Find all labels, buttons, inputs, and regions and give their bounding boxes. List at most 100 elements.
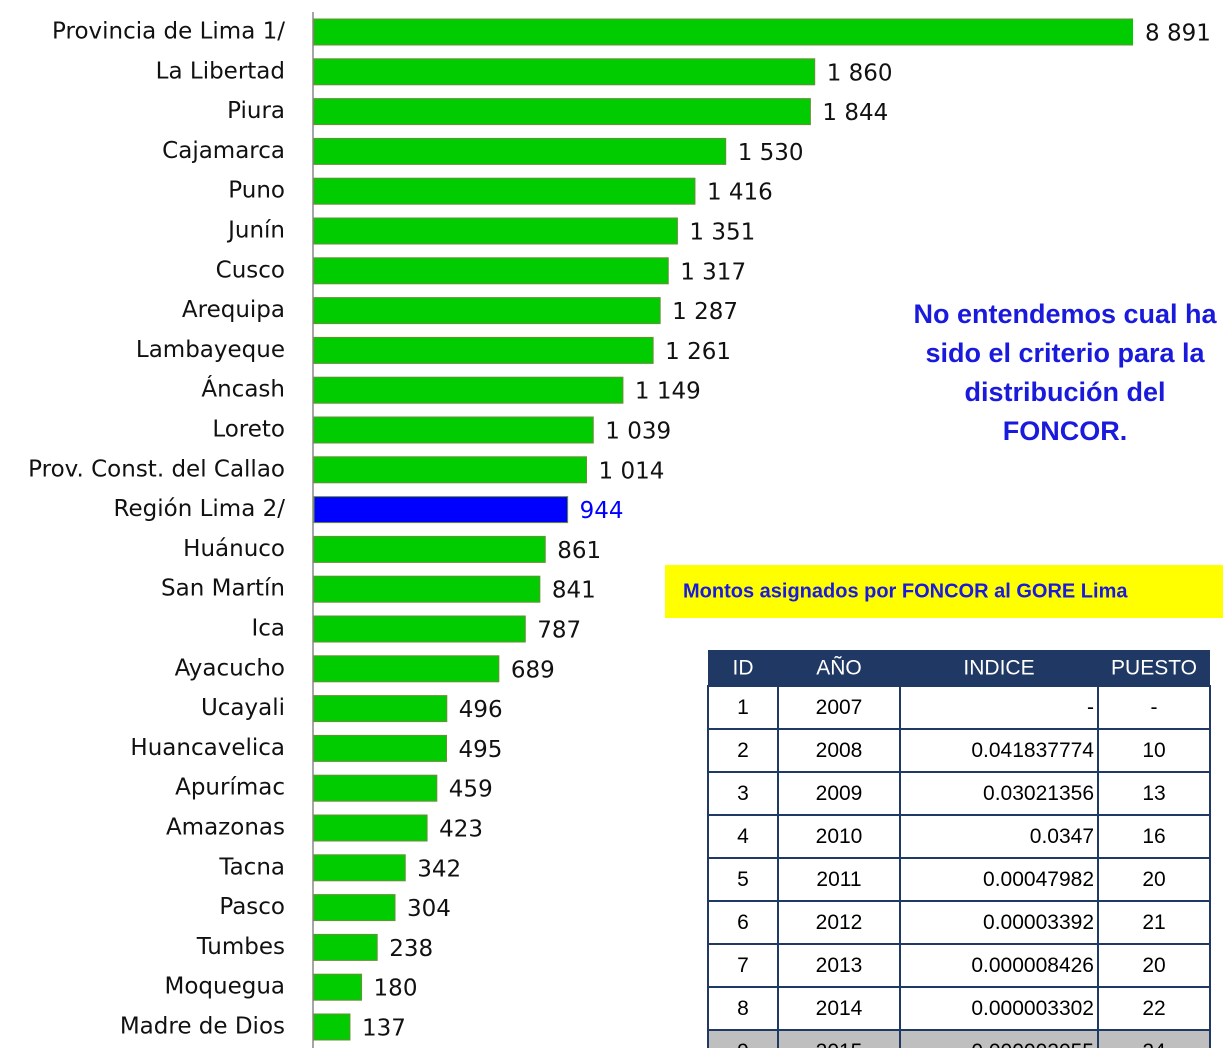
table-cell <box>1097 771 1211 816</box>
value-label: 1 317 <box>680 259 746 285</box>
bar <box>313 496 569 524</box>
bar <box>313 376 624 404</box>
bar <box>313 575 541 603</box>
bar <box>313 814 428 842</box>
cell-text: 24 <box>1142 1040 1166 1048</box>
cell-text: - <box>1151 696 1158 719</box>
category-label: Tacna <box>218 854 285 880</box>
value-label: 459 <box>449 777 493 803</box>
category-label: Tumbes <box>196 934 285 960</box>
category-label: Cajamarca <box>162 138 285 164</box>
table-cell <box>1097 986 1211 1031</box>
value-label: 496 <box>459 697 503 723</box>
value-label: 137 <box>362 1016 406 1042</box>
category-label: Huancavelica <box>130 735 285 761</box>
category-label: Apurímac <box>175 775 285 801</box>
bar <box>313 615 526 643</box>
table-title-box <box>665 565 1223 618</box>
bar <box>313 217 678 245</box>
category-label: Huánuco <box>183 536 285 562</box>
value-label: 238 <box>389 936 433 962</box>
cell-text: 5 <box>737 868 749 891</box>
table-cell <box>777 728 901 773</box>
table-cell <box>899 728 1099 773</box>
cell-text: 2013 <box>816 954 863 977</box>
category-label: San Martín <box>161 576 285 602</box>
bar <box>313 774 438 802</box>
category-label: Provincia de Lima 1/ <box>52 19 285 45</box>
category-label: Prov. Const. del Callao <box>28 456 285 482</box>
table-header <box>708 650 1210 686</box>
cell-text: 0.041837774 <box>971 739 1094 762</box>
cell-text: 8 <box>737 997 749 1020</box>
bar <box>313 416 594 444</box>
value-label: 304 <box>407 896 451 922</box>
bar <box>313 18 1133 46</box>
value-label: 495 <box>459 737 503 763</box>
category-label: Ucayali <box>201 695 285 721</box>
cell-text: 0.000002055 <box>971 1040 1094 1048</box>
table-cell <box>1097 900 1211 945</box>
bar <box>313 695 448 723</box>
cell-text: 0.00047982 <box>983 868 1094 891</box>
bar <box>313 734 448 762</box>
table-cell <box>1097 685 1211 730</box>
bar <box>313 1013 351 1041</box>
table-cell <box>1097 814 1211 859</box>
bar <box>313 973 363 1001</box>
cell-text: 0.000008426 <box>971 954 1094 977</box>
category-label: Madre de Dios <box>120 1014 285 1040</box>
value-label: 180 <box>374 976 418 1002</box>
category-label: Región Lima 2/ <box>114 496 286 522</box>
category-label: Puno <box>228 178 285 204</box>
annotation: FONCOR. <box>1003 416 1128 446</box>
cell-text: 2015 <box>816 1040 863 1048</box>
value-label: 787 <box>537 618 581 644</box>
bar <box>313 456 588 484</box>
column-header: INDICE <box>963 657 1034 680</box>
cell-text: 10 <box>1142 739 1165 762</box>
table-title: Montos asignados por FONCOR al GORE Lima <box>683 580 1128 602</box>
bar <box>313 177 696 205</box>
bar <box>313 535 546 563</box>
table-cell <box>707 1029 779 1048</box>
category-label: Lambayeque <box>136 337 285 363</box>
category-label: Pasco <box>219 894 285 920</box>
value-label: 1 039 <box>605 419 671 445</box>
category-label: Junín <box>226 218 285 244</box>
cell-text: 1 <box>737 696 749 719</box>
table-cell <box>777 857 901 902</box>
category-label: Amazonas <box>166 815 285 841</box>
table-cell <box>899 1029 1099 1048</box>
cell-text: 13 <box>1142 782 1165 805</box>
bar <box>313 894 396 922</box>
category-label: La Libertad <box>156 58 285 84</box>
value-label: 1 287 <box>672 299 738 325</box>
value-label: 1 530 <box>738 140 804 166</box>
bar <box>313 58 816 86</box>
bar <box>313 854 406 882</box>
value-label: 1 149 <box>635 379 701 405</box>
table-cell <box>707 986 779 1031</box>
cell-text: 6 <box>737 911 749 934</box>
cell-text: 22 <box>1142 997 1165 1020</box>
table-cell <box>1097 1029 1211 1048</box>
cell-text: 3 <box>737 782 749 805</box>
value-label: 1 844 <box>822 100 888 126</box>
value-label: 1 014 <box>599 458 665 484</box>
category-label: Ayacucho <box>175 655 285 681</box>
cell-text: 2012 <box>816 911 863 934</box>
column-header: ID <box>733 657 754 680</box>
value-label: 342 <box>417 856 461 882</box>
cell-text: 2 <box>737 739 749 762</box>
table-cell <box>899 986 1099 1031</box>
bar <box>313 137 727 165</box>
cell-text: 2011 <box>816 868 861 891</box>
cell-text: 2010 <box>816 825 863 848</box>
bar <box>313 98 811 126</box>
annotation: sido el criterio para la <box>925 338 1205 368</box>
cell-text: 0.00003392 <box>983 911 1094 934</box>
value-label: 1 351 <box>689 220 755 246</box>
bar <box>313 336 654 364</box>
value-label: 8 891 <box>1145 21 1211 47</box>
